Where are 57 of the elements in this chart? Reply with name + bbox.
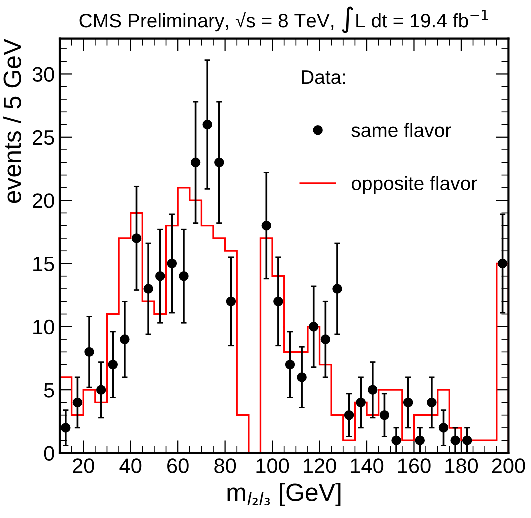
legend-label: opposite flavor [352,176,478,194]
point [144,284,154,294]
point [156,272,166,282]
point [167,258,178,269]
x-tick-label: 20 [73,458,94,474]
point [320,334,331,344]
point [61,423,71,433]
point [438,423,449,433]
point [108,360,118,370]
point [356,398,366,408]
x-tick-label: 80 [214,458,236,474]
point [96,385,106,395]
x-tick-label: 200 [492,458,526,474]
x-tick-label: 100 [256,458,290,474]
point [179,272,189,282]
point [120,334,130,344]
x-tick-label: 160 [398,458,431,474]
point [274,296,284,306]
point [415,436,425,446]
point [202,120,212,130]
y-tick-label: 20 [33,194,54,208]
point [344,410,354,420]
x-tick-label: 120 [304,458,336,474]
point [309,322,319,332]
point [368,385,378,395]
point [297,372,307,382]
y-tick-label: 0 [44,446,54,462]
point [190,158,201,168]
y-tick-label: 10 [34,320,54,335]
point [132,234,142,244]
point [214,158,224,168]
x-tick-label: 180 [446,458,478,474]
legend-label: same flavor [352,123,452,138]
point [392,436,402,446]
legend-title: Data: [302,70,346,84]
point [450,436,460,446]
point [262,220,272,231]
point [380,410,390,420]
point [427,398,437,408]
point [403,398,414,408]
point [498,258,508,269]
y-tick-label: 15 [34,256,54,272]
point [332,284,342,294]
y-tick-label: 30 [32,67,54,82]
chart-title: CMS Preliminary, √s = 8 TeV, ∫L dt = 19.4 fb$^{−1}$ [80,6,488,34]
x-tick-label: 60 [168,458,189,474]
point [84,347,94,358]
point [462,436,472,446]
y-tick-label: 5 [44,383,54,398]
point [285,360,296,370]
y-tick-label: 25 [33,130,54,146]
y-axis-title: events / 5 GeV [3,38,22,204]
point [72,398,83,408]
point [226,296,236,306]
x-tick-label: 40 [120,458,142,474]
x-axis-title: m$_{l₂l₃}$ [GeV] [228,483,341,506]
x-tick-label: 140 [351,458,384,474]
